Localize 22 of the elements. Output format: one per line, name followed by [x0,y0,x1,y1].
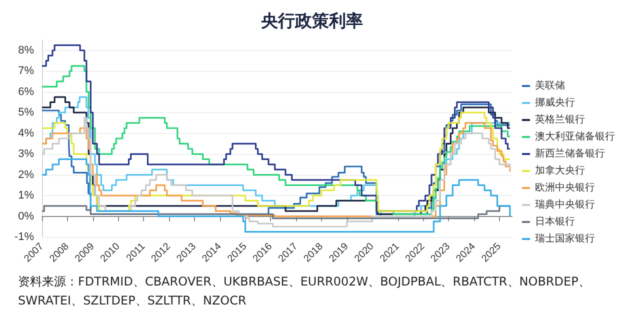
legend-label: 澳大利亚储备银行 [535,130,615,142]
y-tick-label: -1% [14,231,34,243]
legend-label: 美联储 [535,80,565,92]
legend-label: 欧洲中央银行 [535,182,595,194]
y-tick-label: 2% [18,168,34,181]
legend-label: 日本银行 [535,216,575,228]
legend-label: 加拿大央行 [535,164,585,176]
y-tick-label: 0% [18,210,34,222]
y-tick-label: 4% [18,127,34,140]
legend-label: 瑞典中央银行 [535,198,595,210]
legend-label: 英格兰银行 [535,114,585,126]
y-tick-label: 5% [18,106,34,119]
legend-label: 瑞士国家银行 [535,232,595,244]
legend-label: 新西兰储备银行 [535,148,605,160]
chart-title: 央行政策利率 [260,12,363,32]
y-tick-label: 1% [18,190,34,202]
y-tick-label: 3% [18,148,34,160]
y-tick-label: 6% [18,86,34,98]
text: 资料来源：FDTRMID、CBAROVER、UKBRBASE、EURR002W、BOJDPBAL、RBATCTR、NOBRDEP、SWRATEI、SZLTDEP、SZLTTR、NZOCR [18,274,590,308]
y-tick-label: 7% [18,65,34,78]
legend-label: 挪威央行 [535,96,575,108]
y-tick-label: 8% [18,44,34,56]
